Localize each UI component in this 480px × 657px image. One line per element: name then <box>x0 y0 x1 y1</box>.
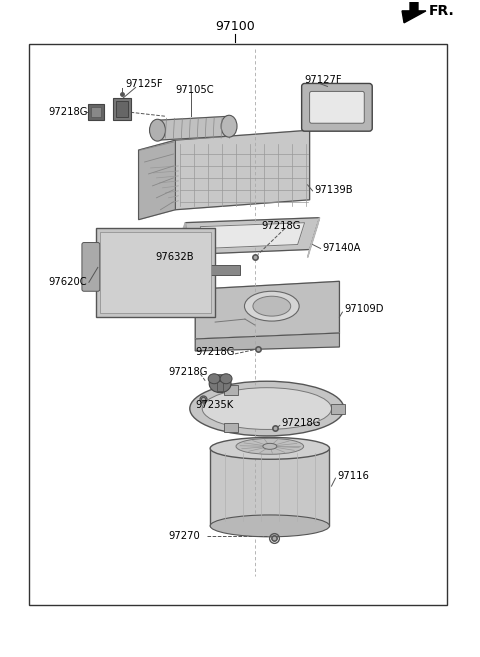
Polygon shape <box>185 217 320 254</box>
Ellipse shape <box>244 291 299 321</box>
Text: 97218G: 97218G <box>282 419 321 428</box>
Text: 97109D: 97109D <box>344 304 384 314</box>
FancyBboxPatch shape <box>82 242 100 291</box>
Ellipse shape <box>253 296 291 316</box>
Text: 97632B: 97632B <box>156 252 194 262</box>
Text: 97270: 97270 <box>168 531 200 541</box>
Text: 97127F: 97127F <box>305 76 342 85</box>
Polygon shape <box>175 130 310 210</box>
Ellipse shape <box>220 374 232 384</box>
Text: 97620C: 97620C <box>48 277 87 287</box>
Polygon shape <box>402 1 426 23</box>
Text: 97116: 97116 <box>337 471 369 481</box>
Polygon shape <box>157 116 229 140</box>
Bar <box>332 403 346 413</box>
Ellipse shape <box>150 120 166 141</box>
Polygon shape <box>200 223 305 248</box>
FancyBboxPatch shape <box>310 91 364 124</box>
Ellipse shape <box>210 515 329 537</box>
Text: 97139B: 97139B <box>314 185 353 195</box>
Bar <box>91 107 101 117</box>
Bar <box>96 227 215 317</box>
Ellipse shape <box>210 438 329 459</box>
Bar <box>88 104 104 120</box>
Ellipse shape <box>263 443 277 449</box>
Polygon shape <box>308 217 320 258</box>
Bar <box>217 380 223 391</box>
Text: 97100: 97100 <box>215 20 255 33</box>
Polygon shape <box>200 223 305 248</box>
Polygon shape <box>182 223 188 262</box>
Text: 97218G: 97218G <box>262 221 301 231</box>
Polygon shape <box>195 281 339 339</box>
Ellipse shape <box>209 374 231 393</box>
Ellipse shape <box>221 115 237 137</box>
Bar <box>86 248 98 287</box>
Ellipse shape <box>208 374 220 384</box>
Ellipse shape <box>202 388 332 430</box>
Polygon shape <box>157 116 229 140</box>
Bar <box>224 384 238 395</box>
Polygon shape <box>195 333 339 351</box>
Text: 97218G: 97218G <box>48 107 88 118</box>
Polygon shape <box>175 130 310 210</box>
Polygon shape <box>139 140 175 219</box>
Ellipse shape <box>236 438 304 454</box>
Polygon shape <box>195 281 339 339</box>
Bar <box>116 101 128 117</box>
Polygon shape <box>185 217 320 254</box>
Text: 97140A: 97140A <box>323 242 361 252</box>
Text: 97218G: 97218G <box>195 347 235 357</box>
FancyBboxPatch shape <box>301 83 372 131</box>
Polygon shape <box>139 140 175 219</box>
Text: 97105C: 97105C <box>175 85 214 95</box>
Bar <box>224 422 238 432</box>
Bar <box>200 265 240 275</box>
Ellipse shape <box>190 381 344 436</box>
Bar <box>29 44 447 605</box>
Bar <box>113 99 131 120</box>
Text: 97125F: 97125F <box>126 79 163 89</box>
Text: FR.: FR. <box>429 4 455 18</box>
Bar <box>210 448 329 526</box>
Text: 97218G: 97218G <box>168 367 208 376</box>
Bar <box>100 232 211 313</box>
Polygon shape <box>195 333 339 351</box>
Text: 97235K: 97235K <box>195 399 233 409</box>
